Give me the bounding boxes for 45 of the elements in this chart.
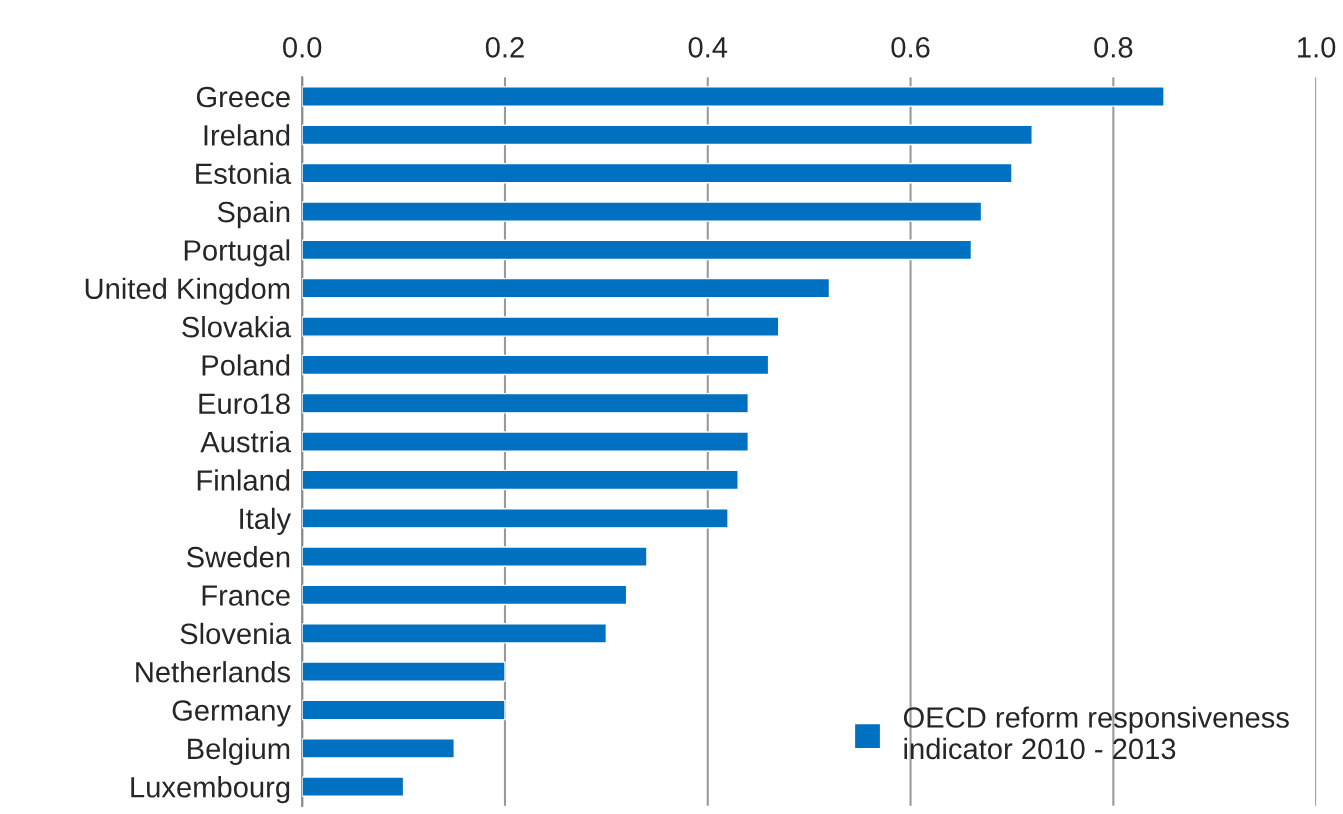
bar [302, 584, 628, 606]
y-tick-label: Spain [217, 200, 290, 229]
bar [302, 201, 983, 222]
bar [302, 776, 405, 797]
y-tick-label: Estonia [196, 162, 292, 185]
bar [302, 508, 729, 529]
bar [302, 354, 770, 376]
y-tick-label: Greece [196, 86, 290, 108]
x-tick-label: 0.6 [891, 37, 930, 58]
y-tick-label: Euro18 [199, 393, 290, 415]
y-tick-label: Finland [197, 469, 290, 491]
bar [302, 469, 739, 491]
bar [302, 316, 780, 337]
y-tick-label: Ireland [204, 124, 290, 146]
y-tick-label: Slovenia [180, 622, 292, 645]
y-tick-label: Luxembourg [131, 776, 290, 804]
x-tick-label: 0.4 [688, 37, 728, 58]
legend-label: OECD reform responsiveness indicator 2010 - 2013 [903, 706, 1289, 760]
bar [302, 661, 506, 682]
bar [302, 546, 648, 567]
y-tick-label: Germany [172, 700, 292, 727]
y-tick-label: France [202, 585, 290, 606]
y-tick-label: Sweden [186, 546, 290, 568]
y-tick-label: Poland [202, 354, 290, 376]
bar [302, 738, 455, 759]
x-tick-label: 0.0 [283, 37, 322, 58]
bar [302, 699, 506, 721]
bar [302, 124, 1033, 146]
bar [302, 162, 1013, 184]
y-tick-label: United Kingdom [85, 277, 290, 305]
x-tick-label: 0.2 [485, 37, 524, 58]
bar [302, 239, 973, 261]
bar [302, 277, 831, 299]
bar [302, 392, 750, 414]
y-tick-label: Belgium [188, 737, 290, 765]
x-tick-label: 0.8 [1094, 37, 1133, 58]
x-tick-label: 1.0 [1298, 37, 1336, 58]
bar [302, 86, 1165, 107]
y-tick-label: Austria [200, 431, 292, 453]
y-tick-label: Italy [240, 507, 292, 535]
y-tick-label: Netherlands [136, 661, 291, 683]
y-tick-label: Slovakia [182, 316, 292, 338]
y-tick-label: Portugal [184, 239, 290, 267]
bar [302, 431, 750, 452]
bar [302, 623, 608, 644]
